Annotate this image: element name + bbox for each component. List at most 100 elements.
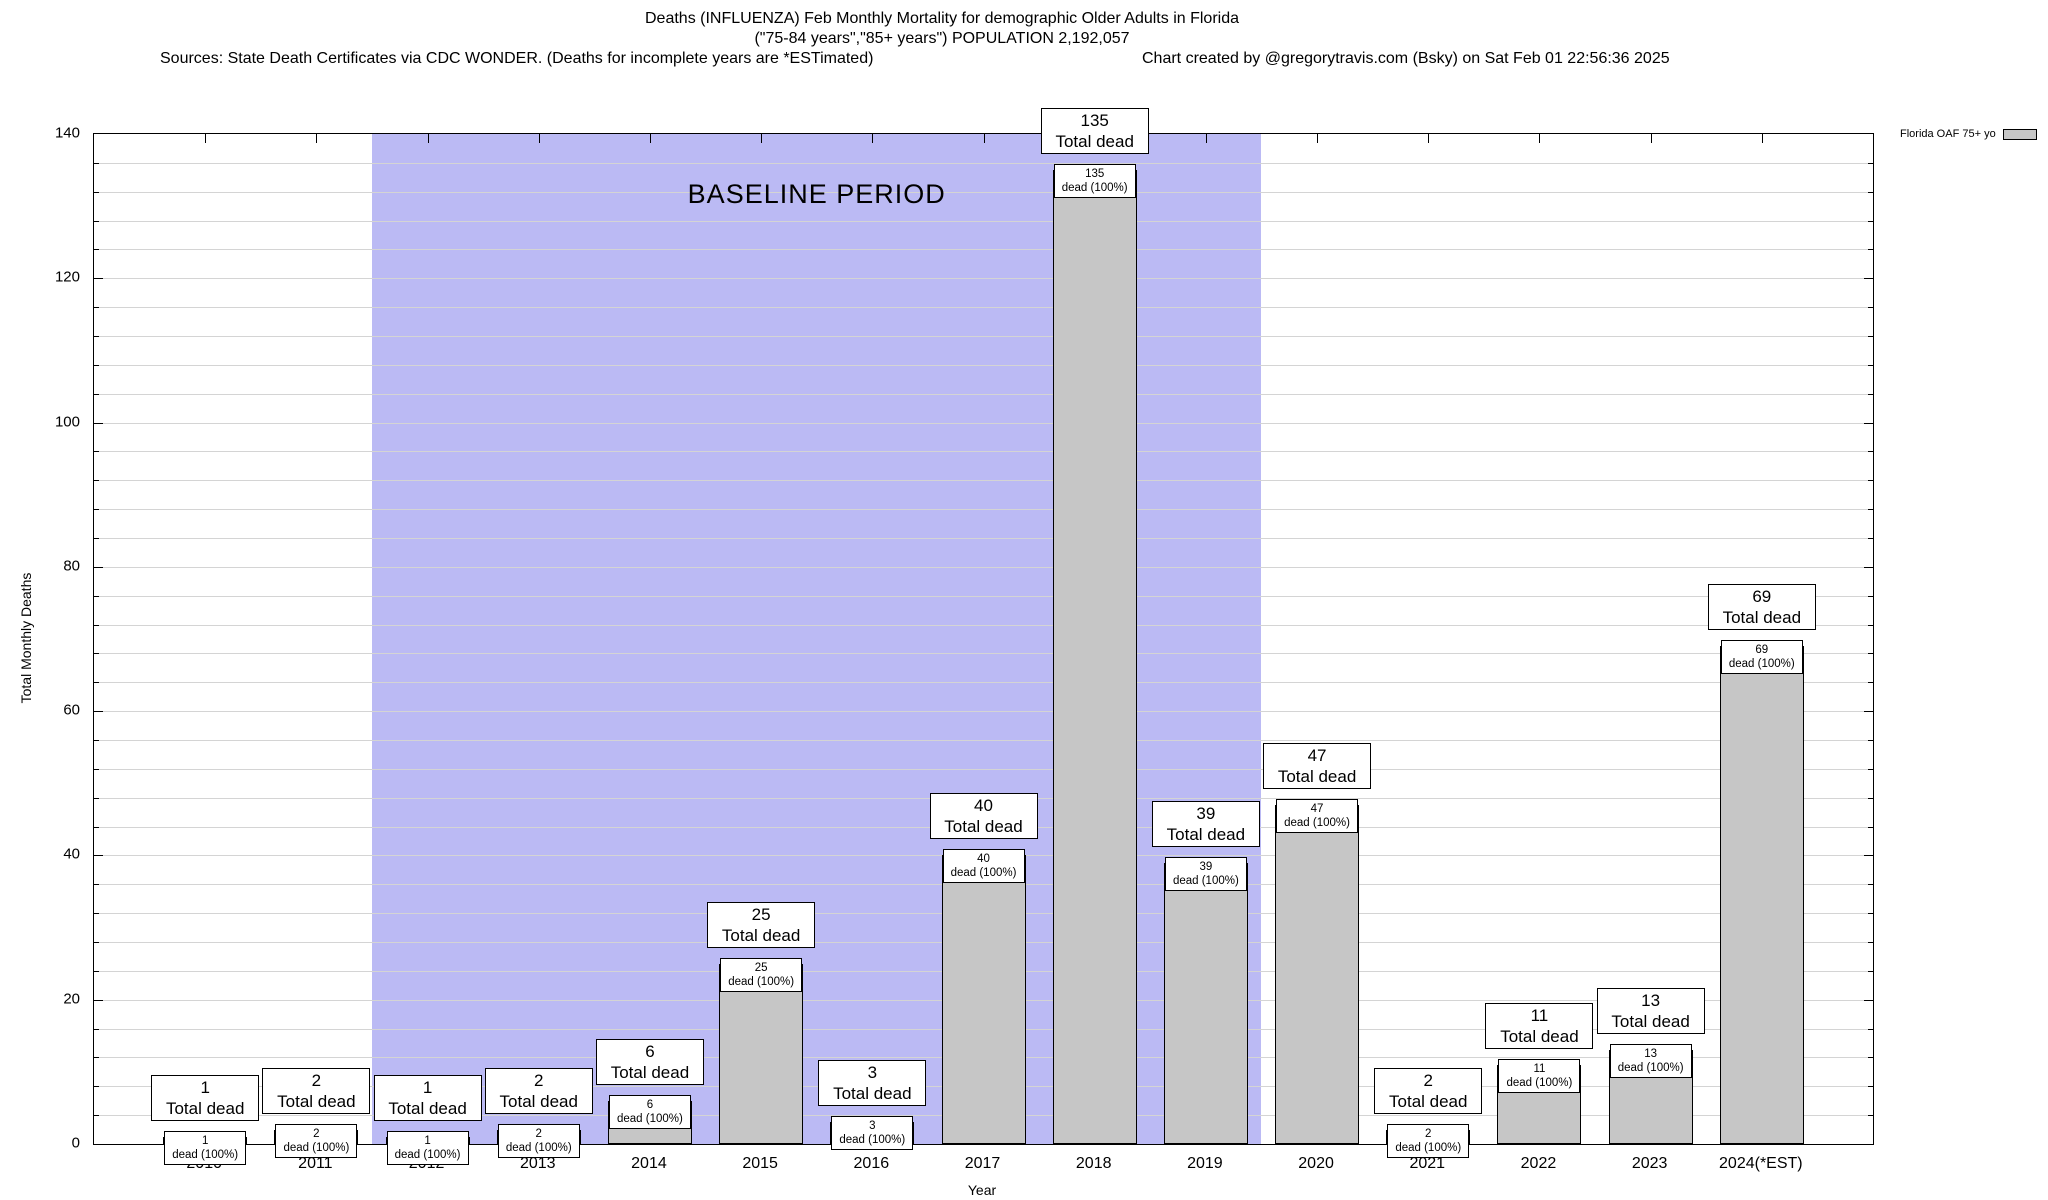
y-tick-label: 80	[63, 557, 80, 575]
bar-inner-label: 47 dead (100%)	[1276, 798, 1359, 833]
y-tick	[1868, 364, 1873, 366]
y-tick	[94, 220, 99, 222]
x-tick-label: 2016	[853, 1155, 890, 1172]
y-tick	[1868, 740, 1873, 741]
y-tick	[94, 1115, 99, 1117]
y-tick	[94, 1028, 99, 1030]
bar-total-label: 40 Total dead	[929, 793, 1038, 840]
gridline	[94, 249, 1873, 251]
bar-inner-label: 25 dead (100%)	[720, 957, 803, 992]
x-tick	[538, 134, 540, 143]
x-tick	[1317, 134, 1319, 143]
y-tick	[1868, 797, 1873, 799]
y-tick-label: 60	[63, 701, 80, 719]
gridline	[94, 682, 1873, 684]
x-tick	[1650, 134, 1652, 143]
y-tick	[94, 364, 99, 366]
y-tick	[94, 768, 99, 770]
y-tick	[94, 855, 103, 857]
x-tick-label: 2015	[742, 1155, 778, 1172]
x-tick	[1428, 134, 1430, 143]
x-tick	[872, 134, 874, 143]
bar-total-label: 13 Total dead	[1596, 988, 1705, 1035]
y-tick	[1864, 711, 1873, 713]
y-tick	[1868, 768, 1873, 770]
bar-total-label: 1 Total dead	[151, 1074, 260, 1121]
x-tick	[427, 134, 429, 143]
x-tick-label: 2021	[1409, 1155, 1446, 1172]
gridline	[94, 422, 1873, 424]
y-tick	[1868, 942, 1873, 943]
bar-inner-label: 3 dead (100%)	[831, 1116, 914, 1151]
gridline	[94, 711, 1873, 713]
bar-total-label: 2 Total dead	[484, 1067, 593, 1114]
plot-area: BASELINE PERIOD 1 dead (100%) 1 Total dead 2…	[93, 108, 1874, 1165]
gridline	[94, 393, 1873, 395]
chart-subtitle: ("75-84 years","85+ years") POPULATION 2…	[754, 30, 1130, 47]
source-note: Sources: State Death Certificates via CD…	[160, 50, 874, 67]
bar-total-label: 11 Total dead	[1485, 1002, 1594, 1049]
gridline	[94, 191, 1873, 193]
y-tick	[94, 191, 99, 193]
x-tick-label: 2022	[1520, 1155, 1557, 1172]
bar-total-label: 6 Total dead	[595, 1038, 704, 1085]
bar-total-label: 135 Total dead	[1040, 108, 1149, 155]
bar-inner-label: 39 dead (100%)	[1164, 856, 1247, 891]
x-tick-label: 2023	[1631, 1155, 1668, 1172]
x-tick-label: 2020	[1298, 1155, 1334, 1172]
y-tick	[94, 249, 99, 251]
gridline	[94, 451, 1873, 453]
y-tick	[94, 826, 99, 828]
y-tick	[94, 480, 99, 482]
y-tick	[1868, 393, 1873, 395]
legend: Florida OAF 75+ yo	[1900, 128, 2037, 140]
y-tick	[94, 624, 99, 626]
bar-inner-label: 2 dead (100%)	[1387, 1123, 1470, 1158]
y-axis-title: Total Monthly Deaths	[18, 572, 34, 704]
gridline	[94, 336, 1873, 337]
x-tick	[1761, 134, 1763, 143]
y-tick	[94, 336, 99, 337]
y-tick-label: 0	[71, 1134, 80, 1152]
y-tick	[1868, 480, 1873, 482]
y-tick	[94, 1086, 99, 1088]
y-tick	[1868, 913, 1873, 915]
bar-inner-label: 2 dead (100%)	[275, 1123, 358, 1158]
x-tick-label: 2018	[1075, 1155, 1112, 1172]
gridline	[94, 278, 1873, 280]
gridline	[94, 480, 1873, 482]
y-tick	[1868, 336, 1873, 337]
y-tick-label: 100	[54, 413, 80, 431]
bar-2024(*EST)	[1719, 646, 1804, 1144]
baseline-period-label: BASELINE PERIOD	[687, 179, 946, 209]
x-tick	[316, 134, 318, 143]
y-tick	[1868, 509, 1873, 511]
y-tick-label: 120	[54, 268, 80, 286]
x-tick	[761, 134, 763, 143]
y-tick	[94, 653, 99, 655]
y-tick	[1868, 884, 1873, 886]
bar-2018	[1052, 170, 1137, 1144]
gridline	[94, 162, 1873, 164]
gridline	[94, 509, 1873, 511]
gridline	[94, 538, 1873, 539]
bar-inner-label: 11 dead (100%)	[1498, 1058, 1581, 1093]
y-tick	[1868, 1086, 1873, 1088]
x-tick-label: 2019	[1187, 1155, 1223, 1172]
x-tick-label: 2014	[631, 1155, 667, 1172]
x-tick-label: 2024(*EST)	[1719, 1155, 1803, 1172]
bar-inner-label: 1 dead (100%)	[386, 1130, 469, 1165]
gridline	[94, 624, 1873, 626]
y-tick	[94, 278, 103, 280]
y-tick	[94, 682, 99, 684]
bar-total-label: 47 Total dead	[1263, 742, 1372, 789]
bar-total-label: 39 Total dead	[1151, 800, 1260, 847]
gridline	[94, 307, 1873, 309]
y-tick	[1868, 826, 1873, 828]
y-tick	[94, 711, 103, 713]
chart-title: Deaths (INFLUENZA) Feb Monthly Mortality…	[645, 10, 1239, 27]
y-tick	[94, 942, 99, 943]
x-axis-title: Year	[967, 1182, 997, 1198]
y-tick	[1868, 162, 1873, 164]
bar-inner-label: 6 dead (100%)	[608, 1094, 691, 1129]
